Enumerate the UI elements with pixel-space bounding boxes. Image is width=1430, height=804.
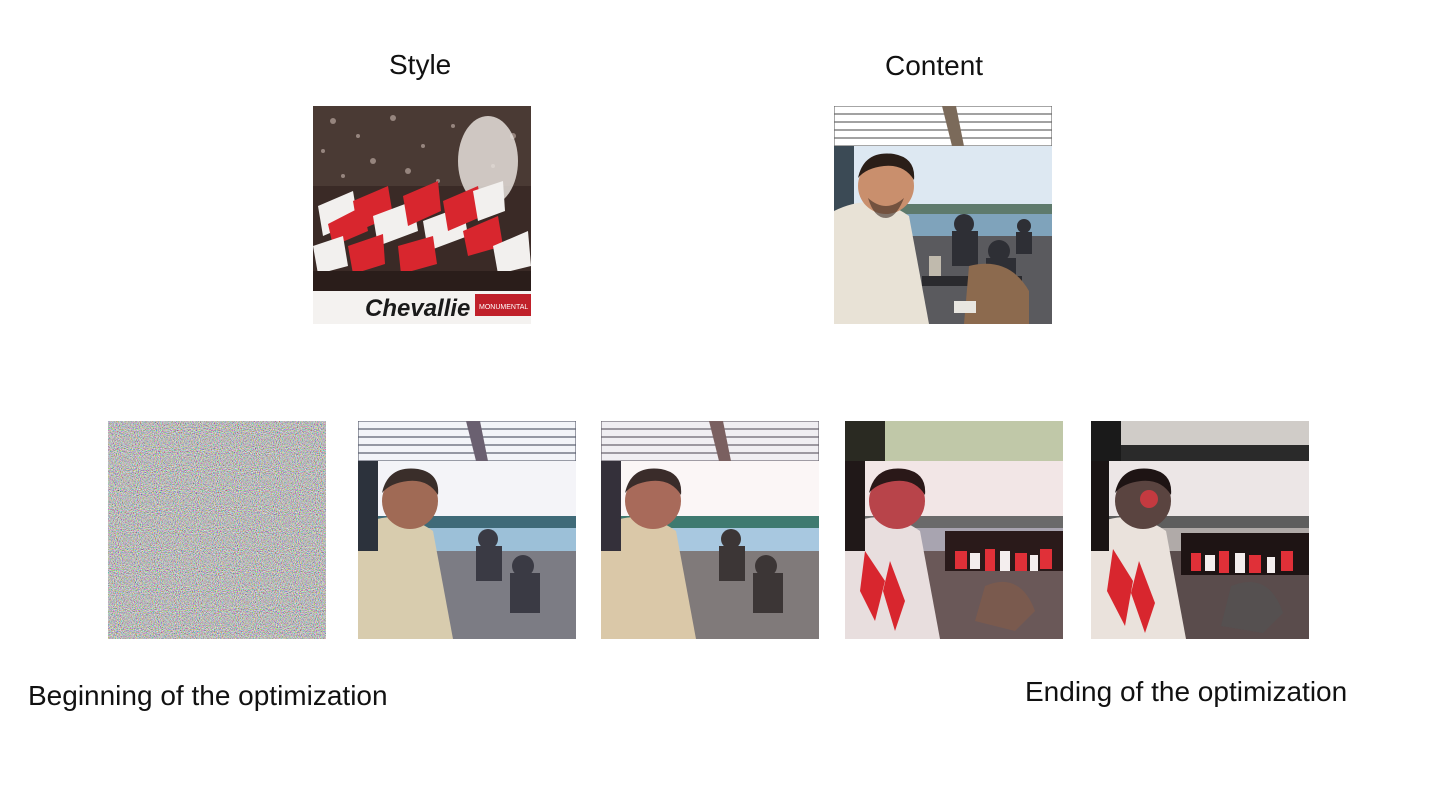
badge-text: MONUMENTAL	[479, 304, 528, 311]
iteration-image-3	[601, 421, 819, 639]
beginning-label: Beginning of the optimization	[28, 680, 388, 711]
banner-text: Chevallie	[365, 295, 470, 322]
content-title: Content	[885, 50, 984, 81]
content-image	[834, 106, 1052, 324]
style-image: Chevallie MONUMENTAL	[313, 106, 531, 324]
ending-label: Ending of the optimization	[1025, 676, 1348, 707]
iteration-image-5	[1091, 421, 1309, 639]
flags	[313, 181, 531, 274]
iteration-image-1	[108, 421, 326, 639]
iteration-image-2	[358, 421, 576, 639]
iteration-image-4	[845, 421, 1063, 639]
style-title: Style	[389, 49, 452, 80]
